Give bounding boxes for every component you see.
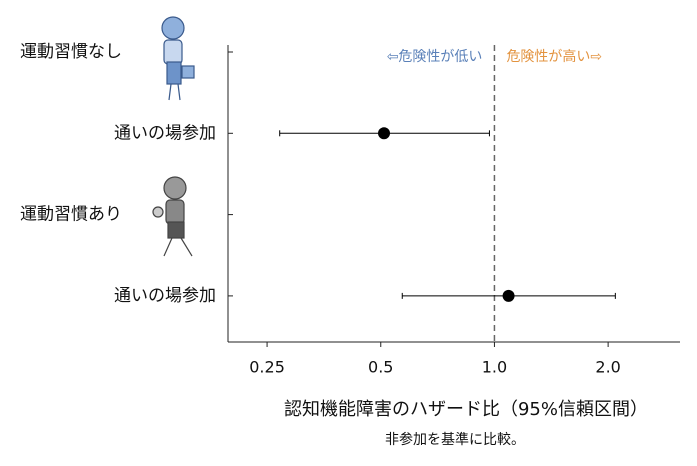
x-axis-title: 認知機能障害のハザード比（95%信頼区間） — [284, 399, 648, 420]
annotation: ⇦危険性が低い — [387, 49, 483, 65]
x-tick-label: 2.0 — [595, 358, 620, 377]
point — [502, 289, 515, 302]
y-tick-label: 通いの場参加 — [114, 123, 216, 143]
y-tick-label: 通いの場参加 — [114, 286, 216, 306]
note: 非参加を基準に比較。 — [385, 431, 525, 448]
point — [378, 127, 391, 140]
illustration-exercise — [152, 176, 193, 257]
group-label: 運動習慣あり — [20, 205, 122, 225]
x-tick-label: 0.25 — [249, 358, 285, 377]
x-tick-label: 1.0 — [482, 358, 507, 377]
x-tick-label: 0.5 — [368, 358, 393, 377]
group-label: 運動習慣なし — [20, 42, 122, 62]
annotation: 危険性が高い⇨ — [506, 48, 602, 65]
illustration-no-exercise — [161, 16, 195, 101]
